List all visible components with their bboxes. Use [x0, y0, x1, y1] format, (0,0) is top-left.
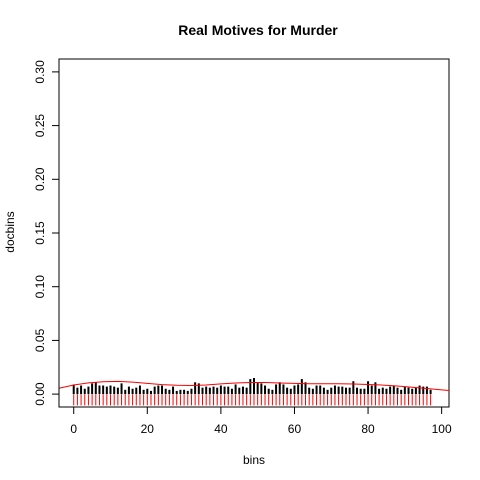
- y-axis-title: docbins: [3, 211, 17, 252]
- x-tick-label: 40: [214, 422, 228, 436]
- y-tick-label: 0.15: [33, 221, 47, 245]
- x-tick-label: 0: [70, 422, 77, 436]
- plot-frame: [58, 58, 450, 408]
- x-tick-label: 80: [361, 422, 375, 436]
- bars-layer: [72, 378, 432, 395]
- y-tick-label: 0.20: [33, 167, 47, 191]
- x-tick-label: 20: [141, 422, 155, 436]
- chart-title: Real Motives for Murder: [178, 22, 338, 38]
- y-tick-label: 0.10: [33, 275, 47, 299]
- y-tick-label: 0.00: [33, 382, 47, 406]
- density-curve-layer: [58, 380, 450, 391]
- x-tick-label: 60: [288, 422, 302, 436]
- x-tick-label: 100: [432, 422, 452, 436]
- y-tick-label: 0.25: [33, 114, 47, 138]
- y-tick-label: 0.30: [33, 60, 47, 84]
- x-axis-title: bins: [243, 453, 265, 467]
- y-axis: 0.00 0.05 0.10 0.15 0.20 0.25 0.30: [33, 60, 60, 406]
- rug-layer: [73, 394, 432, 406]
- y-tick-label: 0.05: [33, 328, 47, 352]
- density-curve: [58, 380, 450, 391]
- x-axis: 0 20 40 60 80 100: [70, 406, 452, 436]
